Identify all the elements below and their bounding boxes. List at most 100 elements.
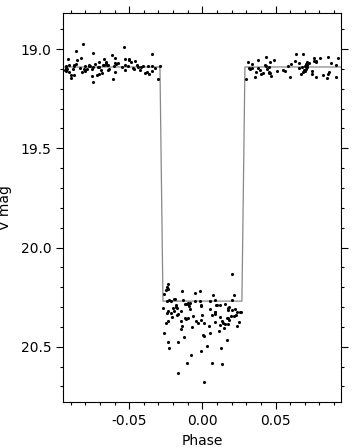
Point xyxy=(155,76,160,83)
Point xyxy=(293,58,298,65)
Point xyxy=(197,287,203,295)
Point xyxy=(239,308,244,316)
Point xyxy=(301,67,307,74)
Point xyxy=(182,314,188,321)
Point xyxy=(90,79,96,86)
Point xyxy=(201,379,207,386)
Point xyxy=(309,67,315,75)
Point xyxy=(300,68,306,75)
Point xyxy=(165,339,170,346)
Point xyxy=(150,51,155,58)
Point xyxy=(207,329,213,337)
Point xyxy=(90,63,96,70)
Point xyxy=(106,61,111,68)
Point xyxy=(102,55,107,62)
Point xyxy=(313,58,319,65)
Point xyxy=(214,302,219,309)
Point xyxy=(207,298,213,305)
Point xyxy=(226,316,232,323)
Point xyxy=(226,304,231,311)
Point xyxy=(82,62,87,69)
Point xyxy=(165,307,170,314)
Point xyxy=(185,315,190,322)
Point xyxy=(94,72,100,79)
Point xyxy=(258,71,264,78)
Point xyxy=(238,308,243,316)
Point xyxy=(170,304,176,312)
Point xyxy=(217,302,222,309)
Point xyxy=(165,280,171,287)
Point xyxy=(266,68,272,76)
Point xyxy=(257,66,263,73)
Point xyxy=(62,67,67,74)
Point xyxy=(140,62,146,69)
Point xyxy=(333,61,339,68)
Point xyxy=(181,297,186,304)
Point xyxy=(303,60,309,67)
Point xyxy=(96,59,101,66)
Point xyxy=(333,74,339,81)
Point xyxy=(174,301,179,308)
Point xyxy=(178,325,183,333)
Point xyxy=(198,301,203,308)
Point xyxy=(266,69,272,76)
Point xyxy=(171,308,177,315)
Point xyxy=(174,311,180,318)
Point xyxy=(218,344,224,351)
Point xyxy=(175,369,181,376)
Point xyxy=(302,63,307,70)
Point xyxy=(165,286,171,293)
Point xyxy=(134,61,140,68)
Point xyxy=(212,319,218,326)
Point xyxy=(229,296,235,304)
Point xyxy=(250,64,255,71)
Point xyxy=(64,66,70,73)
Point xyxy=(166,296,172,304)
Point xyxy=(201,319,207,326)
Point xyxy=(175,339,181,346)
Point xyxy=(280,67,285,74)
Point xyxy=(162,329,167,337)
Point xyxy=(89,72,95,79)
Point xyxy=(183,315,189,322)
Point xyxy=(253,68,258,75)
Point xyxy=(85,65,90,72)
Point xyxy=(103,59,109,67)
Point xyxy=(261,69,266,76)
Point xyxy=(198,347,204,354)
Point xyxy=(103,58,109,65)
Point xyxy=(179,287,184,295)
Point xyxy=(113,60,119,67)
Point xyxy=(135,63,141,70)
Point xyxy=(216,327,222,334)
Point xyxy=(190,313,196,320)
Point xyxy=(214,301,220,308)
Point xyxy=(224,337,230,344)
Point xyxy=(182,301,188,308)
Point xyxy=(304,63,310,71)
Point xyxy=(210,291,216,299)
Point xyxy=(168,297,174,304)
Point xyxy=(217,321,223,328)
Point xyxy=(63,68,69,75)
Point xyxy=(183,301,188,308)
Point xyxy=(166,344,172,351)
Point xyxy=(234,312,239,319)
Point xyxy=(149,67,155,75)
Point xyxy=(78,55,83,62)
Point xyxy=(268,72,274,80)
Point xyxy=(168,309,174,316)
Point xyxy=(81,65,87,72)
Point xyxy=(162,291,167,298)
Point xyxy=(80,41,86,48)
Point xyxy=(144,68,150,75)
Point xyxy=(226,320,231,328)
Point xyxy=(325,71,331,78)
Point xyxy=(302,67,308,74)
Point xyxy=(230,307,235,314)
Point xyxy=(200,332,206,339)
Point xyxy=(86,63,92,70)
Point xyxy=(212,296,218,304)
Point xyxy=(198,302,203,309)
Point xyxy=(128,59,133,66)
